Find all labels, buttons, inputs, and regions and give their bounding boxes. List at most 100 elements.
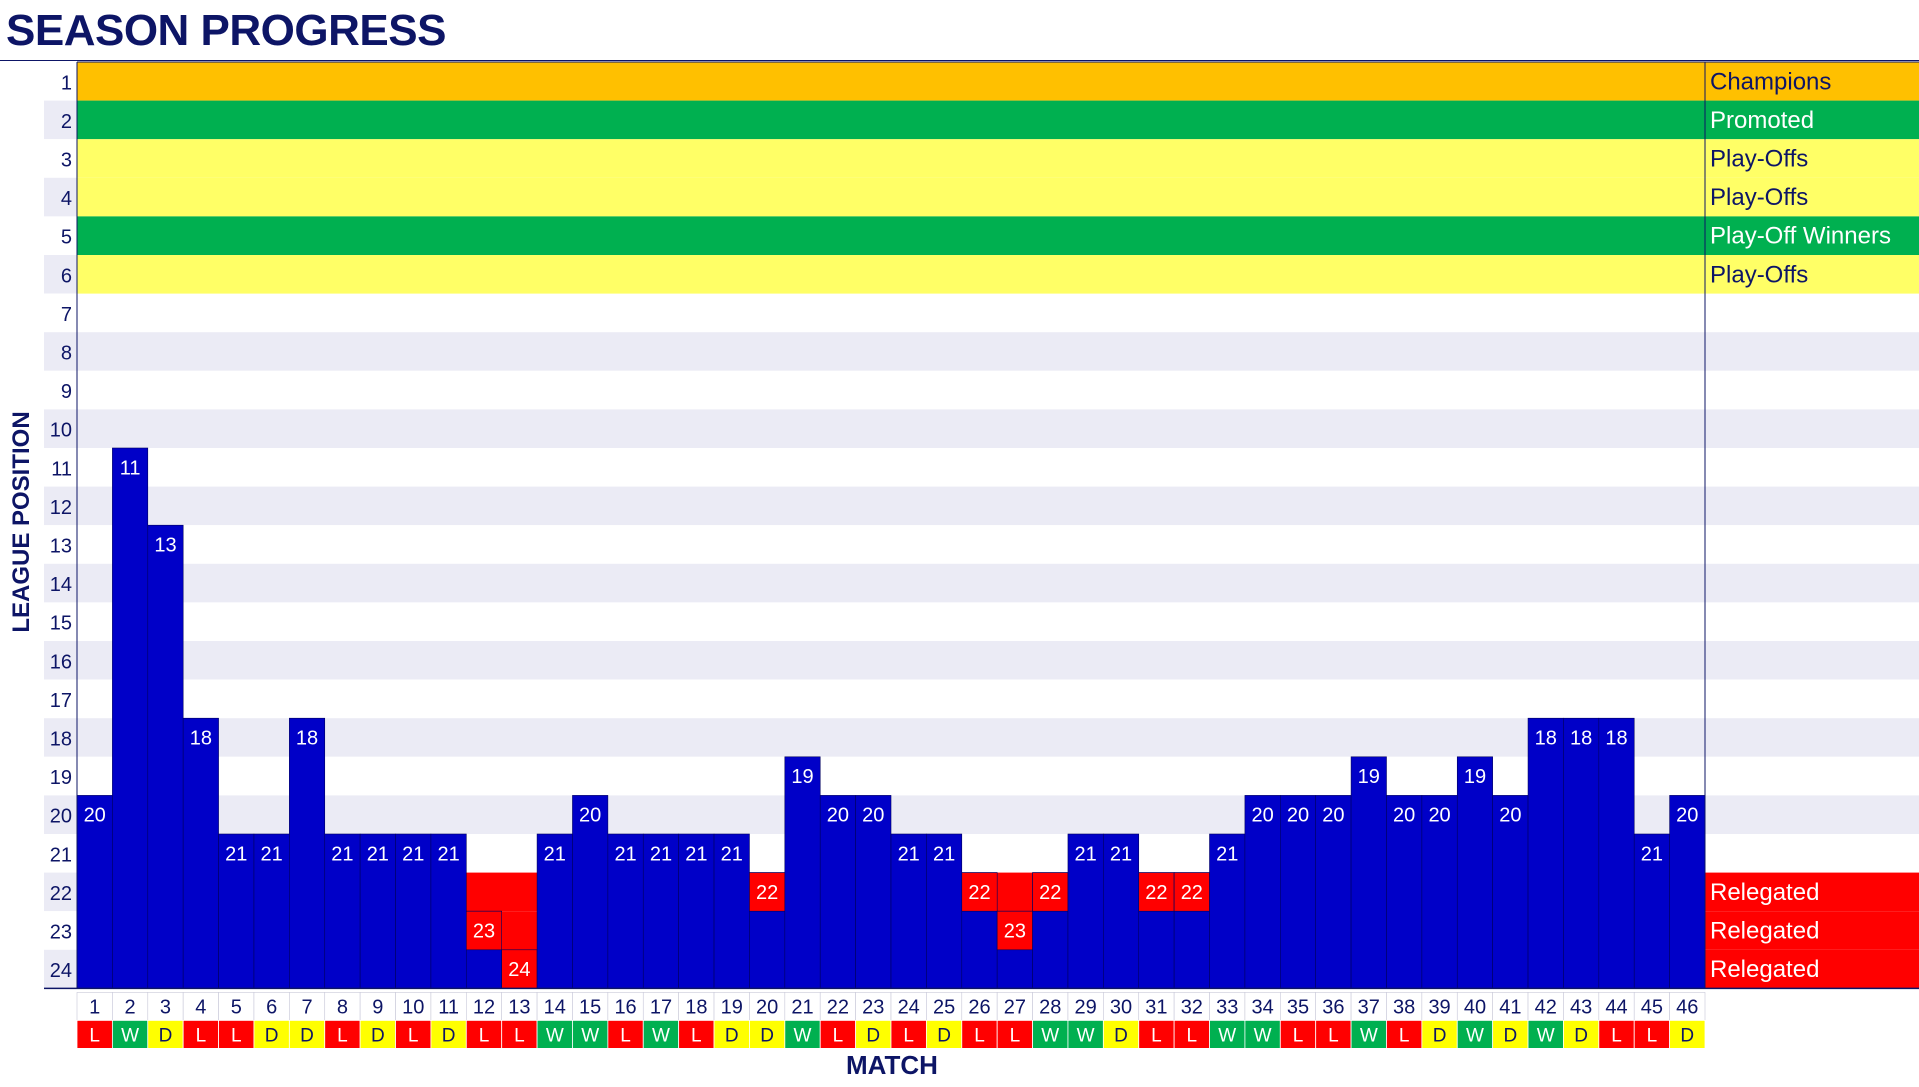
zone-label-23: Relegated [1710,918,1819,945]
result-label: L [1151,1025,1162,1046]
y-tick-label: 15 [50,613,72,635]
result-cell-24 [890,1020,927,1049]
title-divider [0,60,1919,61]
result-label: W [1218,1025,1236,1046]
zone-label-2: Promoted [1710,107,1814,134]
bar-match-29 [1067,833,1104,989]
x-tick-label: 17 [650,996,672,1018]
bar-value-label: 21 [1075,843,1097,865]
match-cell-34 [1244,992,1281,1021]
result-cell-15 [572,1020,609,1049]
bar-value-label: 21 [650,843,672,865]
result-label: L [1010,1025,1021,1046]
bar-relegation-cap-26 [961,872,998,912]
result-label: L [833,1025,844,1046]
result-label: L [514,1025,525,1046]
row-band-17 [44,679,1919,719]
chart-title: SEASON PROGRESS [6,6,446,55]
bar-value-label: 24 [508,959,530,981]
match-cell-42 [1527,992,1564,1021]
result-label: W [1254,1025,1272,1046]
result-label: W [652,1025,670,1046]
result-cell-22 [819,1020,857,1049]
bar-value-label: 22 [1181,882,1203,904]
bar-match-8 [324,833,361,989]
bar-value-label: 21 [685,843,707,865]
zone-label-1: Champions [1710,68,1831,95]
result-label: L [1187,1025,1198,1046]
result-label: L [691,1025,702,1046]
zone-band-5 [77,216,1919,255]
x-tick-label: 35 [1287,996,1309,1018]
y-tick-label: 19 [50,767,72,789]
bar-match-14 [536,833,573,989]
result-cell-23 [855,1020,892,1049]
match-cell-31 [1138,992,1175,1021]
row-band-12 [44,486,1919,526]
bar-match-44 [1598,717,1635,989]
bar-value-label: 21 [402,843,424,865]
result-label: L [1611,1025,1622,1046]
zone-band-6 [77,255,1919,294]
bar-match-2 [112,447,149,989]
match-cell-2 [112,992,149,1021]
result-label: L [337,1025,348,1046]
bar-value-label: 21 [367,843,389,865]
result-cell-42 [1527,1020,1564,1049]
result-cell-20 [749,1020,786,1049]
bar-value-label: 21 [721,843,743,865]
y-tick-label: 4 [61,188,72,210]
result-label: L [1399,1025,1410,1046]
result-cell-7 [288,1020,326,1049]
result-label: D [1433,1025,1447,1046]
result-cell-45 [1633,1020,1671,1049]
zone-label-6: Play-Offs [1710,261,1808,288]
x-tick-label: 33 [1216,996,1238,1018]
x-tick-label: 18 [685,996,707,1018]
bar-value-label: 20 [862,805,884,827]
result-label: L [620,1025,631,1046]
x-tick-label: 41 [1499,996,1521,1018]
y-tick-label: 1 [61,72,72,94]
result-cell-38 [1386,1020,1423,1049]
result-cell-32 [1173,1020,1210,1049]
row-band-19 [44,756,1919,796]
bar-match-3 [147,524,184,989]
x-tick-label: 46 [1676,996,1698,1018]
x-tick-label: 22 [827,996,849,1018]
result-cell-13 [501,1020,538,1049]
bar-match-11 [430,833,467,989]
y-tick-label: 11 [51,458,72,480]
result-cell-17 [642,1020,680,1049]
match-cell-43 [1563,992,1600,1021]
row-band-16 [44,641,1919,680]
x-axis-label: MATCH [846,1050,938,1080]
bar-value-label: 23 [1004,921,1026,943]
result-label: W [1360,1025,1378,1046]
result-cell-2 [111,1020,149,1049]
y-tick-label: 21 [50,844,72,866]
x-tick-label: 1 [89,996,100,1018]
result-label: D [725,1025,739,1046]
bar-value-label: 20 [1499,805,1521,827]
match-cell-37 [1350,992,1387,1021]
result-cell-33 [1209,1020,1246,1049]
bar-value-label: 22 [968,882,990,904]
result-cell-11 [430,1020,467,1049]
bar-match-33 [1209,833,1246,989]
bar-match-18 [678,833,715,989]
row-band-20 [44,795,1919,834]
y-tick-label: 20 [50,806,72,828]
bar-value-label: 21 [437,843,459,865]
bar-value-label: 22 [756,882,778,904]
result-cell-14 [536,1020,573,1049]
result-cell-21 [784,1020,821,1049]
x-tick-label: 43 [1570,996,1592,1018]
row-band-7 [44,293,1919,333]
match-cell-46 [1669,992,1706,1021]
bar-value-label: 19 [1358,766,1380,788]
result-cell-27 [996,1020,1033,1049]
bar-match-9 [359,833,396,989]
x-tick-label: 40 [1464,996,1486,1018]
